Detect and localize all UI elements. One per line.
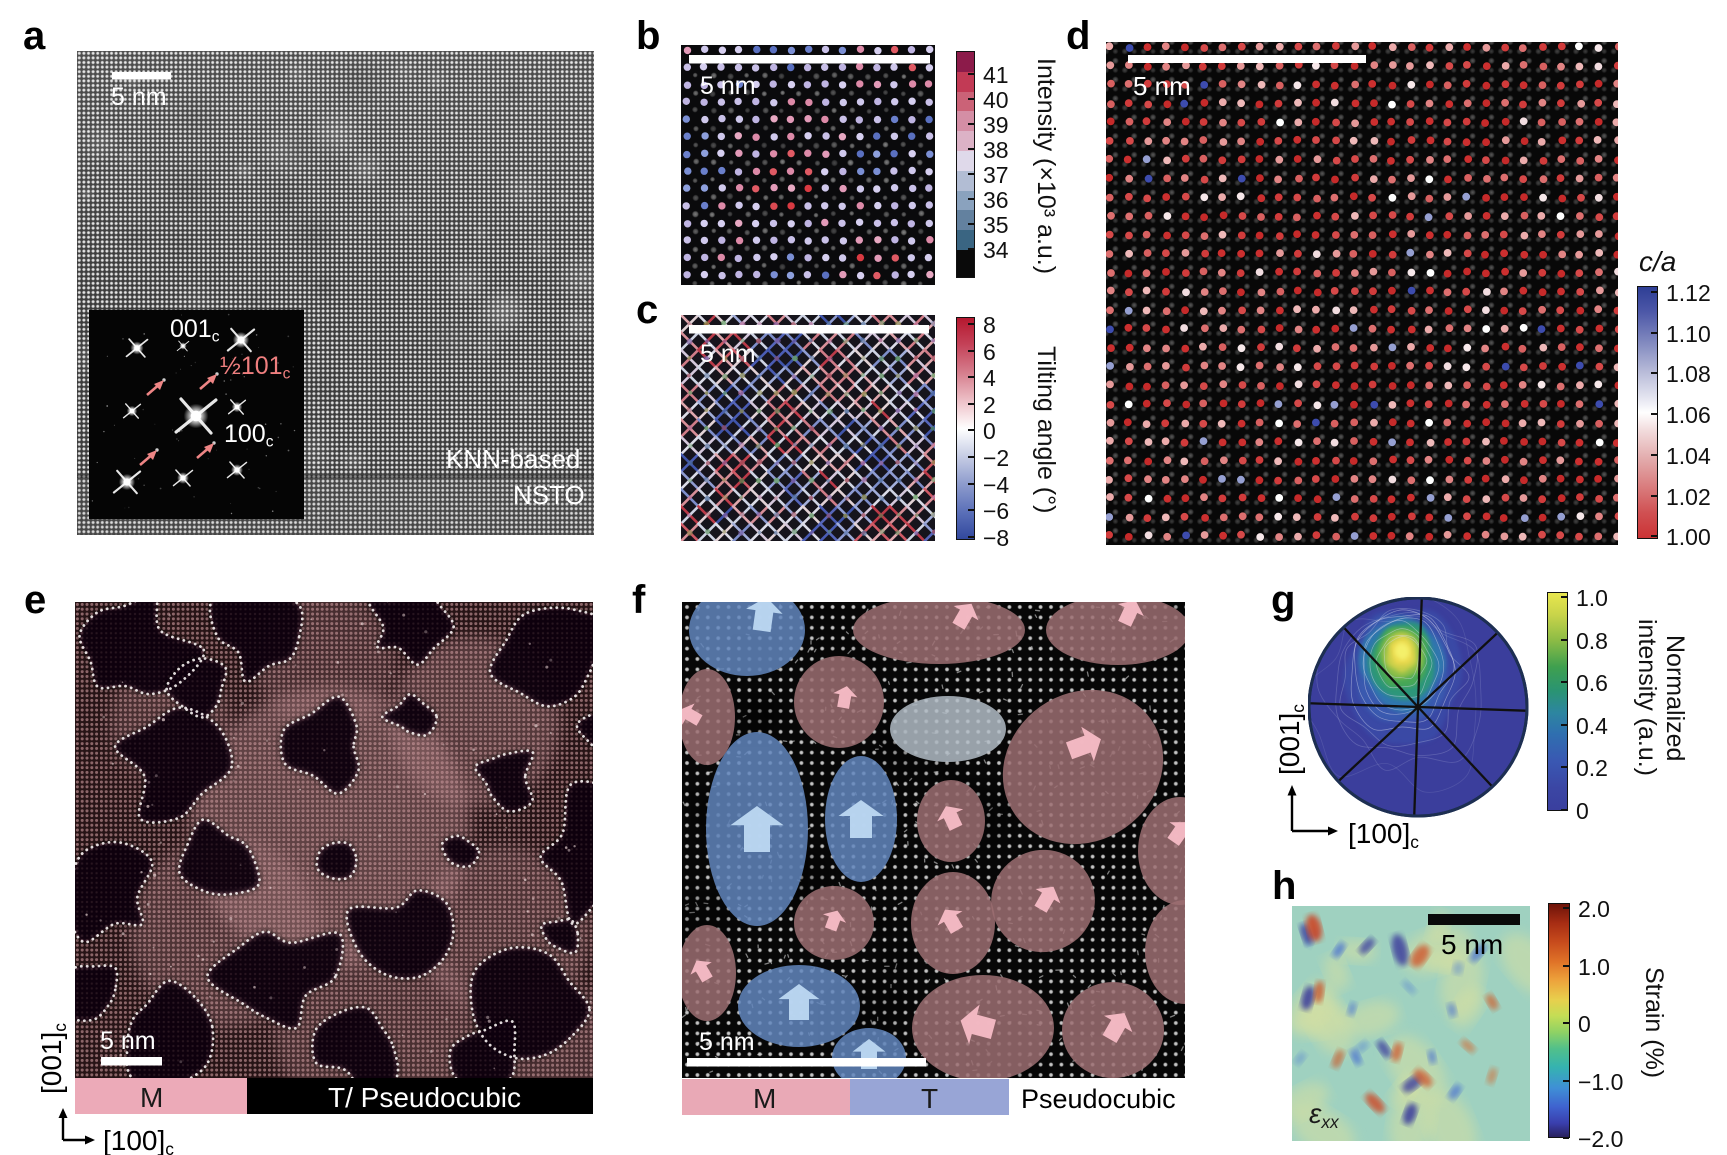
svg-text:5 nm: 5 nm: [100, 1027, 156, 1055]
svg-text:5 nm: 5 nm: [111, 83, 167, 111]
svg-text:5 nm: 5 nm: [700, 340, 756, 368]
svg-text:5 nm: 5 nm: [700, 72, 756, 100]
svg-text:5 nm: 5 nm: [1133, 71, 1191, 101]
svg-text:5 nm: 5 nm: [699, 1028, 755, 1056]
